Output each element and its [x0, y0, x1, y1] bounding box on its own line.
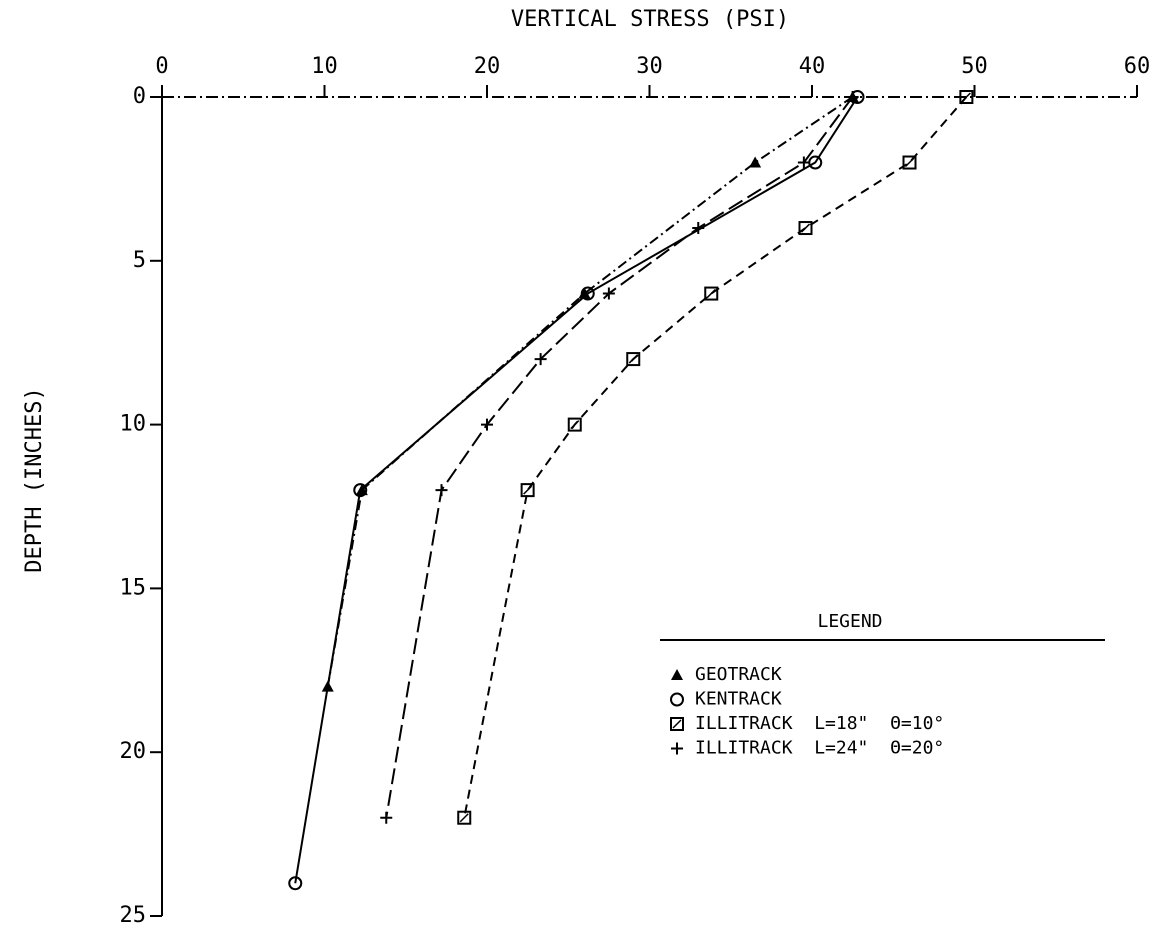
y-tick-label: 0 [133, 84, 146, 109]
marker-square [457, 810, 472, 825]
square [567, 417, 582, 432]
marker-square [902, 155, 917, 170]
marker-plus [797, 156, 810, 169]
plus [481, 418, 493, 431]
marker-triangle [749, 156, 762, 168]
marker-plus [846, 91, 859, 103]
marker-square [626, 352, 641, 367]
legend-label: ILLITRACK L=18" Θ=10° [695, 713, 944, 734]
marker-circle [580, 286, 595, 301]
marker-plus [692, 222, 705, 235]
marker-square [959, 90, 974, 104]
x-tick-label: 60 [1124, 54, 1151, 79]
marker-plus [481, 418, 493, 431]
square-inner [961, 92, 971, 102]
marker-circle [288, 876, 303, 891]
marker-plus [602, 287, 615, 300]
square-inner [523, 485, 533, 495]
marker-circle [670, 692, 684, 707]
y-tick-label: 10 [120, 412, 147, 437]
x-tick-label: 0 [155, 54, 168, 79]
plus [671, 742, 683, 755]
square [670, 717, 684, 731]
x-tick-label: 10 [311, 54, 338, 79]
x-tick-label: 20 [474, 54, 501, 79]
square [457, 810, 472, 825]
y-axis-label: DEPTH (INCHES) [22, 387, 47, 572]
square-inner [800, 223, 811, 233]
square [959, 90, 974, 104]
y-tick-label: 25 [120, 903, 147, 928]
plus [797, 156, 810, 169]
y-tick-label: 20 [120, 739, 147, 764]
legend-label: KENTRACK [695, 689, 782, 710]
circle [288, 876, 303, 891]
square [520, 483, 535, 498]
marker-triangle [671, 669, 683, 680]
marker-square [798, 221, 813, 236]
plus [692, 222, 705, 235]
x-tick-label: 50 [961, 54, 988, 79]
plus [846, 91, 859, 103]
legend-label: GEOTRACK [695, 664, 782, 685]
x-tick-label: 40 [799, 54, 826, 79]
square [798, 221, 813, 236]
marker-circle [353, 483, 368, 498]
legend-label: ILLITRACK L=24" Θ=20° [695, 738, 944, 759]
square-inner [706, 289, 716, 299]
circle [353, 483, 368, 498]
square [902, 155, 917, 170]
marker-plus [671, 742, 683, 755]
marker-square [520, 483, 535, 498]
square [704, 286, 719, 301]
square [626, 352, 641, 367]
x-tick-label: 30 [636, 54, 663, 79]
series-line [294, 96, 859, 884]
triangle [671, 669, 683, 680]
marker-square [567, 417, 582, 432]
circle [580, 286, 595, 301]
plus [602, 287, 615, 300]
marker-square [670, 717, 684, 731]
circle [670, 692, 684, 707]
marker-square [704, 286, 719, 301]
x-axis-label: VERTICAL STRESS (PSI) [511, 7, 789, 32]
series-line [385, 96, 854, 818]
plus [435, 484, 448, 497]
legend-title: LEGEND [817, 611, 882, 632]
square-inner [904, 157, 915, 168]
series-line [463, 96, 968, 818]
square-inner [459, 813, 469, 823]
marker-plus [435, 484, 448, 497]
y-tick-label: 15 [120, 575, 147, 600]
marker-plus [534, 353, 547, 366]
plus [380, 811, 393, 824]
square-inner [672, 719, 682, 729]
square-inner [628, 354, 638, 364]
y-tick-label: 5 [133, 248, 146, 273]
marker-plus [380, 811, 393, 824]
square-inner [570, 420, 580, 430]
triangle [749, 156, 762, 168]
plus [534, 353, 547, 366]
